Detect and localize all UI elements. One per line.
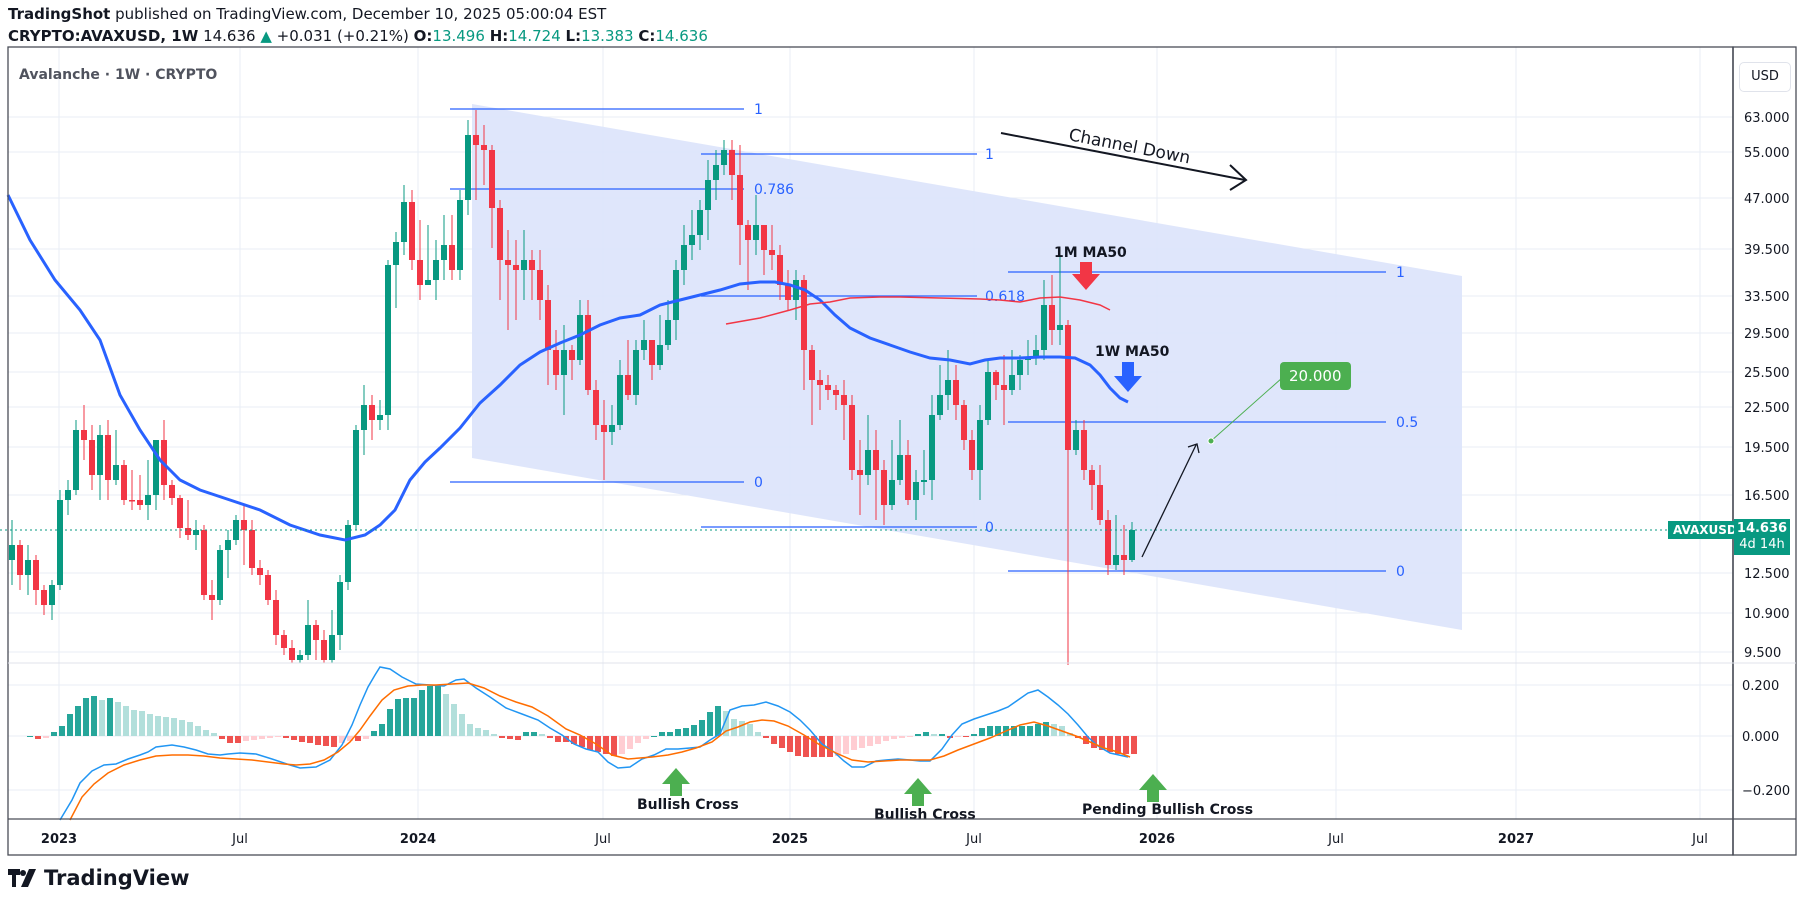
svg-text:0.200: 0.200 (1742, 679, 1779, 694)
macd-pane (27, 666, 1137, 821)
currency-button[interactable]: USD (1739, 62, 1791, 92)
last-price: 14.636 (203, 27, 256, 45)
svg-text:0.5: 0.5 (1396, 415, 1418, 431)
symbol-name: CRYPTO:AVAXUSD, 1W (8, 27, 199, 45)
svg-text:−0.200: −0.200 (1742, 784, 1790, 799)
down-arrow-icon (1114, 362, 1142, 392)
svg-text:12.500: 12.500 (1744, 567, 1790, 582)
svg-text:Jul: Jul (965, 832, 982, 847)
svg-text:2025: 2025 (772, 832, 808, 847)
macd-annotations[interactable]: Bullish Cross Bullish Cross Pending Bull… (637, 768, 1253, 823)
svg-text:55.000: 55.000 (1744, 146, 1790, 161)
svg-text:2024: 2024 (400, 832, 436, 847)
ma50-1w-line (6, 194, 1129, 542)
svg-text:16.500: 16.500 (1744, 489, 1790, 504)
brand-name: TradingView (44, 866, 190, 890)
channel-down-label: Channel Down (1067, 125, 1192, 168)
open-value: 13.496 (432, 27, 485, 45)
svg-text:Pending Bullish Cross: Pending Bullish Cross (1082, 802, 1253, 818)
svg-text:47.000: 47.000 (1744, 192, 1790, 207)
close-value: 14.636 (655, 27, 708, 45)
publish-info: TradingShot published on TradingView.com… (8, 5, 606, 23)
svg-text:Bullish Cross: Bullish Cross (637, 797, 739, 813)
high-label: H: (489, 27, 509, 45)
svg-text:Jul: Jul (594, 832, 611, 847)
down-arrow-icon (1072, 262, 1100, 290)
symbol-price-tag: AVAXUSD (1668, 521, 1742, 539)
svg-text:Jul: Jul (231, 832, 248, 847)
svg-text:0: 0 (1396, 564, 1405, 580)
svg-text:1M MA50: 1M MA50 (1054, 245, 1127, 261)
symbol-ohlc-bar: CRYPTO:AVAXUSD, 1W 14.636 ▲ +0.031 (+0.2… (8, 27, 708, 45)
svg-text:2026: 2026 (1139, 832, 1175, 847)
svg-text:0.000: 0.000 (1742, 730, 1779, 745)
svg-text:33.500: 33.500 (1744, 290, 1790, 305)
svg-text:63.000: 63.000 (1744, 111, 1790, 126)
svg-text:Bullish Cross: Bullish Cross (874, 807, 976, 823)
tradingview-logo[interactable]: TradingView (8, 866, 189, 890)
price-change: +0.031 (+0.21%) (276, 27, 409, 45)
up-arrow-icon (904, 778, 932, 806)
svg-text:25.500: 25.500 (1744, 366, 1790, 381)
ma50-1m-line (725, 296, 1111, 325)
ma50-1w-annotation[interactable]: 1W MA50 (1095, 344, 1170, 392)
publish-text: published on TradingView.com, December 1… (110, 5, 607, 23)
target-callout[interactable] (1207, 377, 1283, 445)
channel-down-annotation[interactable]: Channel Down (1000, 125, 1248, 191)
svg-text:39.500: 39.500 (1744, 243, 1790, 258)
low-label: L: (565, 27, 582, 45)
svg-text:1W MA50: 1W MA50 (1095, 344, 1170, 360)
projection-arrow[interactable] (1141, 443, 1200, 558)
svg-text:22.500: 22.500 (1744, 401, 1790, 416)
svg-text:0: 0 (985, 520, 994, 536)
svg-text:0.786: 0.786 (754, 182, 794, 198)
bar-countdown: 4d 14h (1739, 537, 1785, 552)
svg-text:1: 1 (754, 102, 763, 118)
svg-text:Jul: Jul (1327, 832, 1344, 847)
tradingview-logo-icon (8, 869, 36, 887)
last-price-value: 14.636 (1736, 521, 1788, 536)
svg-text:1: 1 (985, 147, 994, 163)
author-name: TradingShot (8, 5, 111, 23)
svg-text:19.500: 19.500 (1744, 441, 1790, 456)
ma50-1m-annotation[interactable]: 1M MA50 (1054, 245, 1127, 290)
svg-text:9.500: 9.500 (1744, 646, 1781, 661)
svg-text:0: 0 (754, 475, 763, 491)
svg-text:2027: 2027 (1498, 832, 1534, 847)
candlesticks (9, 110, 1135, 665)
close-label: C: (638, 27, 656, 45)
channel-down-shape[interactable] (472, 104, 1462, 630)
svg-text:Jul: Jul (1691, 832, 1708, 847)
axes: 63.000 55.000 47.000 39.500 33.500 29.500 25.5… (41, 111, 1790, 847)
last-price-label: 14.636 4d 14h (1734, 519, 1790, 555)
open-label: O: (413, 27, 433, 45)
svg-text:1: 1 (1396, 265, 1405, 281)
svg-text:2023: 2023 (41, 832, 77, 847)
chart-legend: Avalanche · 1W · CRYPTO (19, 67, 218, 83)
high-value: 14.724 (508, 27, 561, 45)
target-price-label: 20.000 (1280, 362, 1351, 390)
svg-text:29.500: 29.500 (1744, 327, 1790, 342)
low-value: 13.383 (581, 27, 634, 45)
up-arrow-icon (1139, 774, 1167, 802)
svg-text:10.900: 10.900 (1744, 607, 1790, 622)
up-arrow-icon (662, 768, 690, 796)
up-triangle-icon: ▲ (260, 27, 272, 45)
